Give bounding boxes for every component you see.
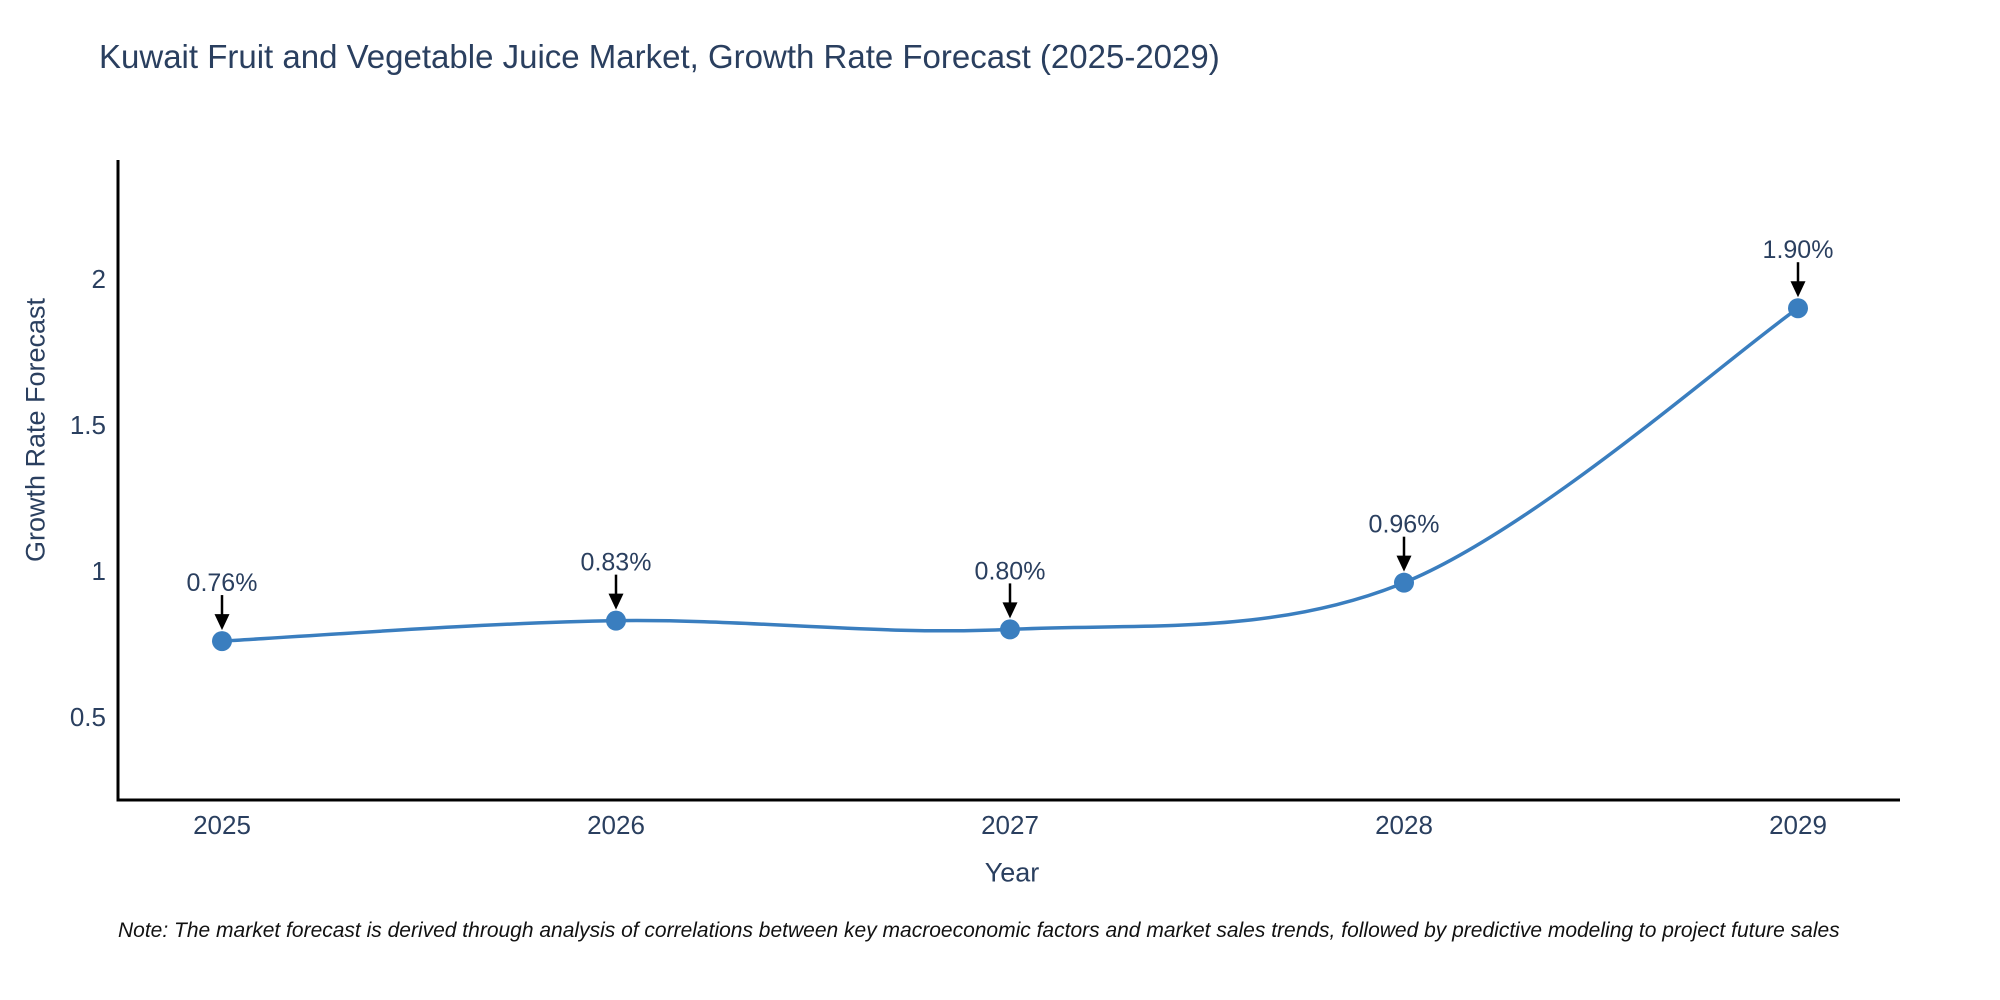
x-tick-label: 2025 bbox=[193, 810, 251, 840]
footnote: Note: The market forecast is derived thr… bbox=[118, 919, 1840, 942]
data-point-marker[interactable] bbox=[1788, 298, 1808, 319]
annotation-arrow-head bbox=[1002, 602, 1018, 619]
data-point-label: 0.76% bbox=[187, 569, 258, 597]
data-point-label: 0.80% bbox=[975, 557, 1046, 585]
y-tick-label: 2 bbox=[92, 264, 106, 294]
annotation-arrow-head bbox=[1790, 281, 1806, 298]
data-point-marker[interactable] bbox=[606, 610, 626, 631]
x-tick-label: 2027 bbox=[981, 810, 1039, 840]
data-point-marker[interactable] bbox=[212, 631, 232, 652]
annotation-arrow-head bbox=[1396, 555, 1412, 572]
x-tick-label: 2029 bbox=[1769, 810, 1827, 840]
annotation-arrow-head bbox=[214, 614, 230, 631]
x-tick-label: 2028 bbox=[1375, 810, 1433, 840]
x-tick-label: 2026 bbox=[587, 810, 645, 840]
y-tick-label: 0.5 bbox=[70, 702, 106, 732]
x-axis-title: Year bbox=[984, 857, 1040, 888]
data-point-label: 1.90% bbox=[1763, 236, 1834, 264]
chart-title: Kuwait Fruit and Vegetable Juice Market,… bbox=[99, 38, 1220, 75]
data-point-marker[interactable] bbox=[1394, 572, 1414, 593]
data-point-label: 0.96% bbox=[1369, 511, 1440, 539]
y-tick-label: 1 bbox=[92, 556, 106, 586]
data-point-marker[interactable] bbox=[1000, 619, 1020, 640]
y-tick-label: 1.5 bbox=[70, 410, 106, 440]
data-point-label: 0.83% bbox=[581, 549, 652, 577]
annotation-arrow-head bbox=[608, 593, 624, 610]
forecast-line bbox=[220, 306, 1800, 643]
